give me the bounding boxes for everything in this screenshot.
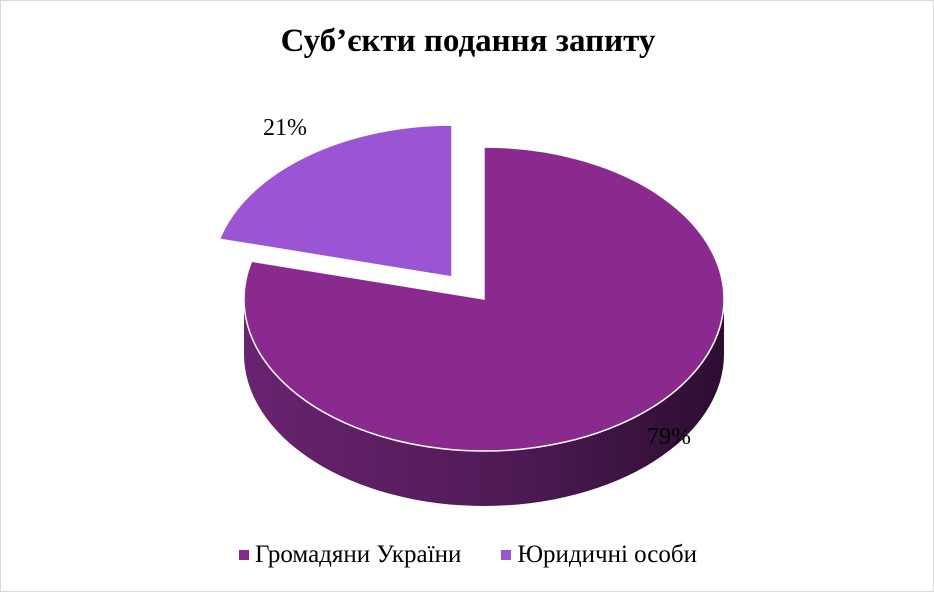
legend-swatch-0 bbox=[239, 550, 250, 560]
data-label-1: 21% bbox=[263, 115, 307, 141]
legend-item-1: Юридичні особи bbox=[501, 541, 697, 569]
legend-swatch-1 bbox=[501, 550, 512, 560]
legend-item-0: Громадяни України bbox=[239, 541, 461, 569]
legend-label-1: Юридичні особи bbox=[517, 541, 697, 568]
legend-label-0: Громадяни України bbox=[255, 541, 462, 568]
legend: Громадяни України Юридичні особи bbox=[1, 541, 934, 569]
data-label-0: 79% bbox=[647, 424, 691, 450]
slice-side-0 bbox=[244, 299, 724, 506]
chart-title: Суб’єкти подання запиту bbox=[280, 23, 656, 59]
slice-1 bbox=[218, 124, 453, 278]
slice-0 bbox=[243, 146, 725, 452]
